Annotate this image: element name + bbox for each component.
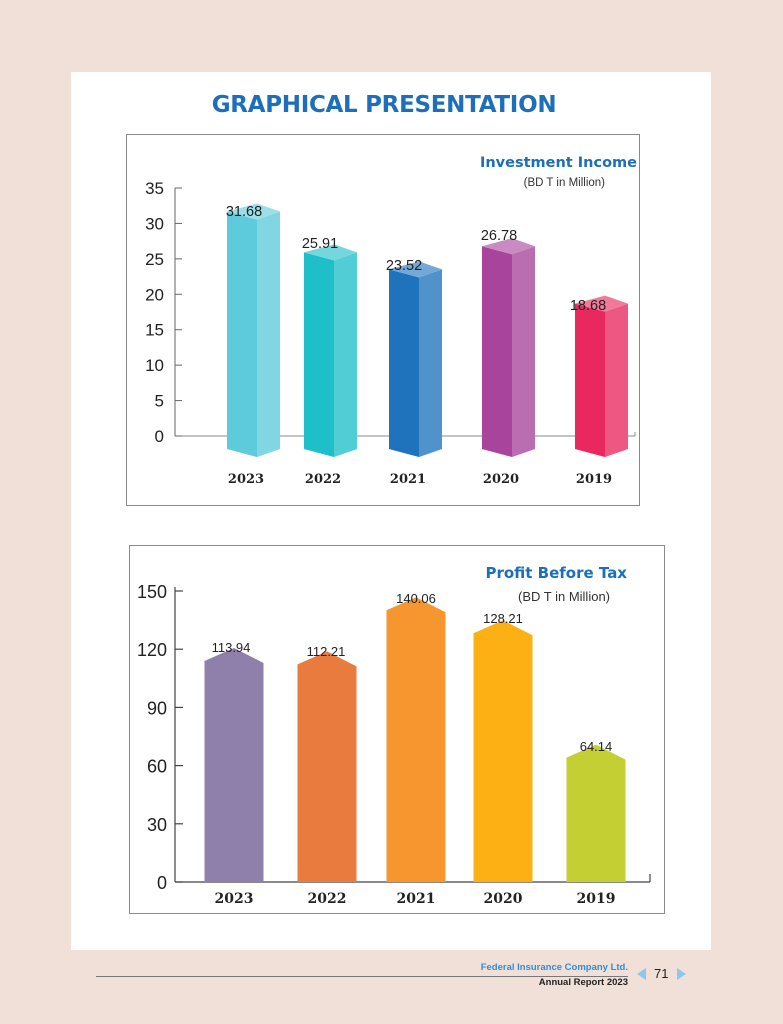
y-tick-label: 150 [137, 582, 167, 602]
y-tick-label: 60 [147, 757, 167, 777]
bar-2019 [566, 744, 626, 882]
y-tick-label: 10 [145, 356, 164, 375]
bar-side-face [512, 246, 535, 457]
data-label: 31.68 [226, 204, 262, 220]
x-tick-label: 2020 [483, 472, 519, 487]
footer-company: Federal Insurance Company Ltd. [480, 962, 628, 973]
y-tick-label: 30 [145, 214, 164, 233]
data-label: 23.52 [386, 258, 422, 274]
bar-2023 [204, 647, 264, 882]
x-tick-label: 2023 [228, 472, 264, 487]
data-label: 64.14 [580, 739, 613, 754]
data-label: 113.94 [212, 640, 251, 655]
chart-title: Investment Income [480, 155, 637, 171]
chart-subtitle: (BD T in Million) [518, 589, 610, 604]
x-tick-label: 2019 [576, 472, 612, 487]
data-label: 25.91 [302, 236, 338, 252]
bar-side-face [334, 252, 357, 457]
bar-2019 [575, 295, 628, 457]
next-page-arrow-icon[interactable] [677, 968, 686, 980]
x-tick-label: 2020 [484, 891, 523, 907]
bar-top-face [389, 261, 442, 278]
y-tick-label: 0 [157, 873, 167, 893]
y-tick-label: 120 [137, 640, 167, 660]
bar-side-face [605, 303, 628, 457]
x-tick-label: 2021 [397, 891, 436, 907]
bar-front-face [575, 303, 605, 457]
footer-report: Annual Report 2023 [538, 977, 628, 988]
bar-2020 [482, 238, 535, 457]
x-tick-label: 2022 [308, 891, 347, 907]
bar-front-face [389, 269, 419, 457]
bar-2021 [389, 261, 442, 457]
bar-top-face [304, 244, 357, 261]
y-tick-label: 25 [145, 250, 164, 269]
investment-income-svg: Investment Income (BD T in Million) 0 5 10… [145, 155, 637, 487]
investment-income-chart: Investment Income (BD T in Million) 0 5 10… [126, 134, 640, 506]
y-tick-label: 5 [155, 392, 164, 411]
data-label: 112.21 [307, 644, 346, 659]
profit-before-tax-svg: Profit Before Tax (BD T in Million) 0 30 6… [137, 564, 651, 907]
y-tick-label: 90 [147, 698, 167, 718]
bar-front-face [482, 246, 512, 457]
x-tick-label: 2022 [305, 472, 341, 487]
previous-page-arrow-icon[interactable] [637, 968, 646, 980]
y-tick-label: 15 [145, 321, 164, 340]
bar-2022 [304, 244, 357, 457]
x-tick-label: 2021 [390, 472, 426, 487]
page-heading: GRAPHICAL PRESENTATION [211, 92, 557, 118]
data-label: 18.68 [570, 298, 606, 314]
bar-side-face [257, 211, 280, 457]
bar-2021 [386, 597, 446, 882]
footer-rule [96, 976, 628, 977]
chart-subtitle: (BD T in Million) [524, 177, 606, 189]
bar-2023 [227, 203, 280, 457]
bar-side-face [419, 269, 442, 457]
bar-2022 [297, 651, 357, 882]
profit-before-tax-chart: Profit Before Tax (BD T in Million) 0 30 6… [129, 545, 665, 914]
data-label: 128.21 [483, 611, 523, 626]
bar-top-face [482, 238, 535, 255]
bar-top-face [227, 203, 280, 220]
y-tick-label: 20 [145, 285, 164, 304]
y-tick-label: 30 [147, 815, 167, 835]
x-tick-label: 2019 [577, 891, 616, 907]
bar-2020 [473, 620, 533, 882]
bar-front-face [304, 252, 334, 457]
data-label: 26.78 [481, 228, 517, 244]
bar-top-face [575, 295, 628, 312]
chart-title: Profit Before Tax [485, 564, 627, 582]
x-tick-label: 2023 [215, 891, 254, 907]
y-tick-label: 0 [155, 427, 164, 446]
data-label: 140.06 [396, 591, 436, 606]
bar-front-face [227, 211, 257, 457]
page-number: 71 [654, 966, 669, 981]
y-tick-label: 35 [145, 179, 164, 198]
